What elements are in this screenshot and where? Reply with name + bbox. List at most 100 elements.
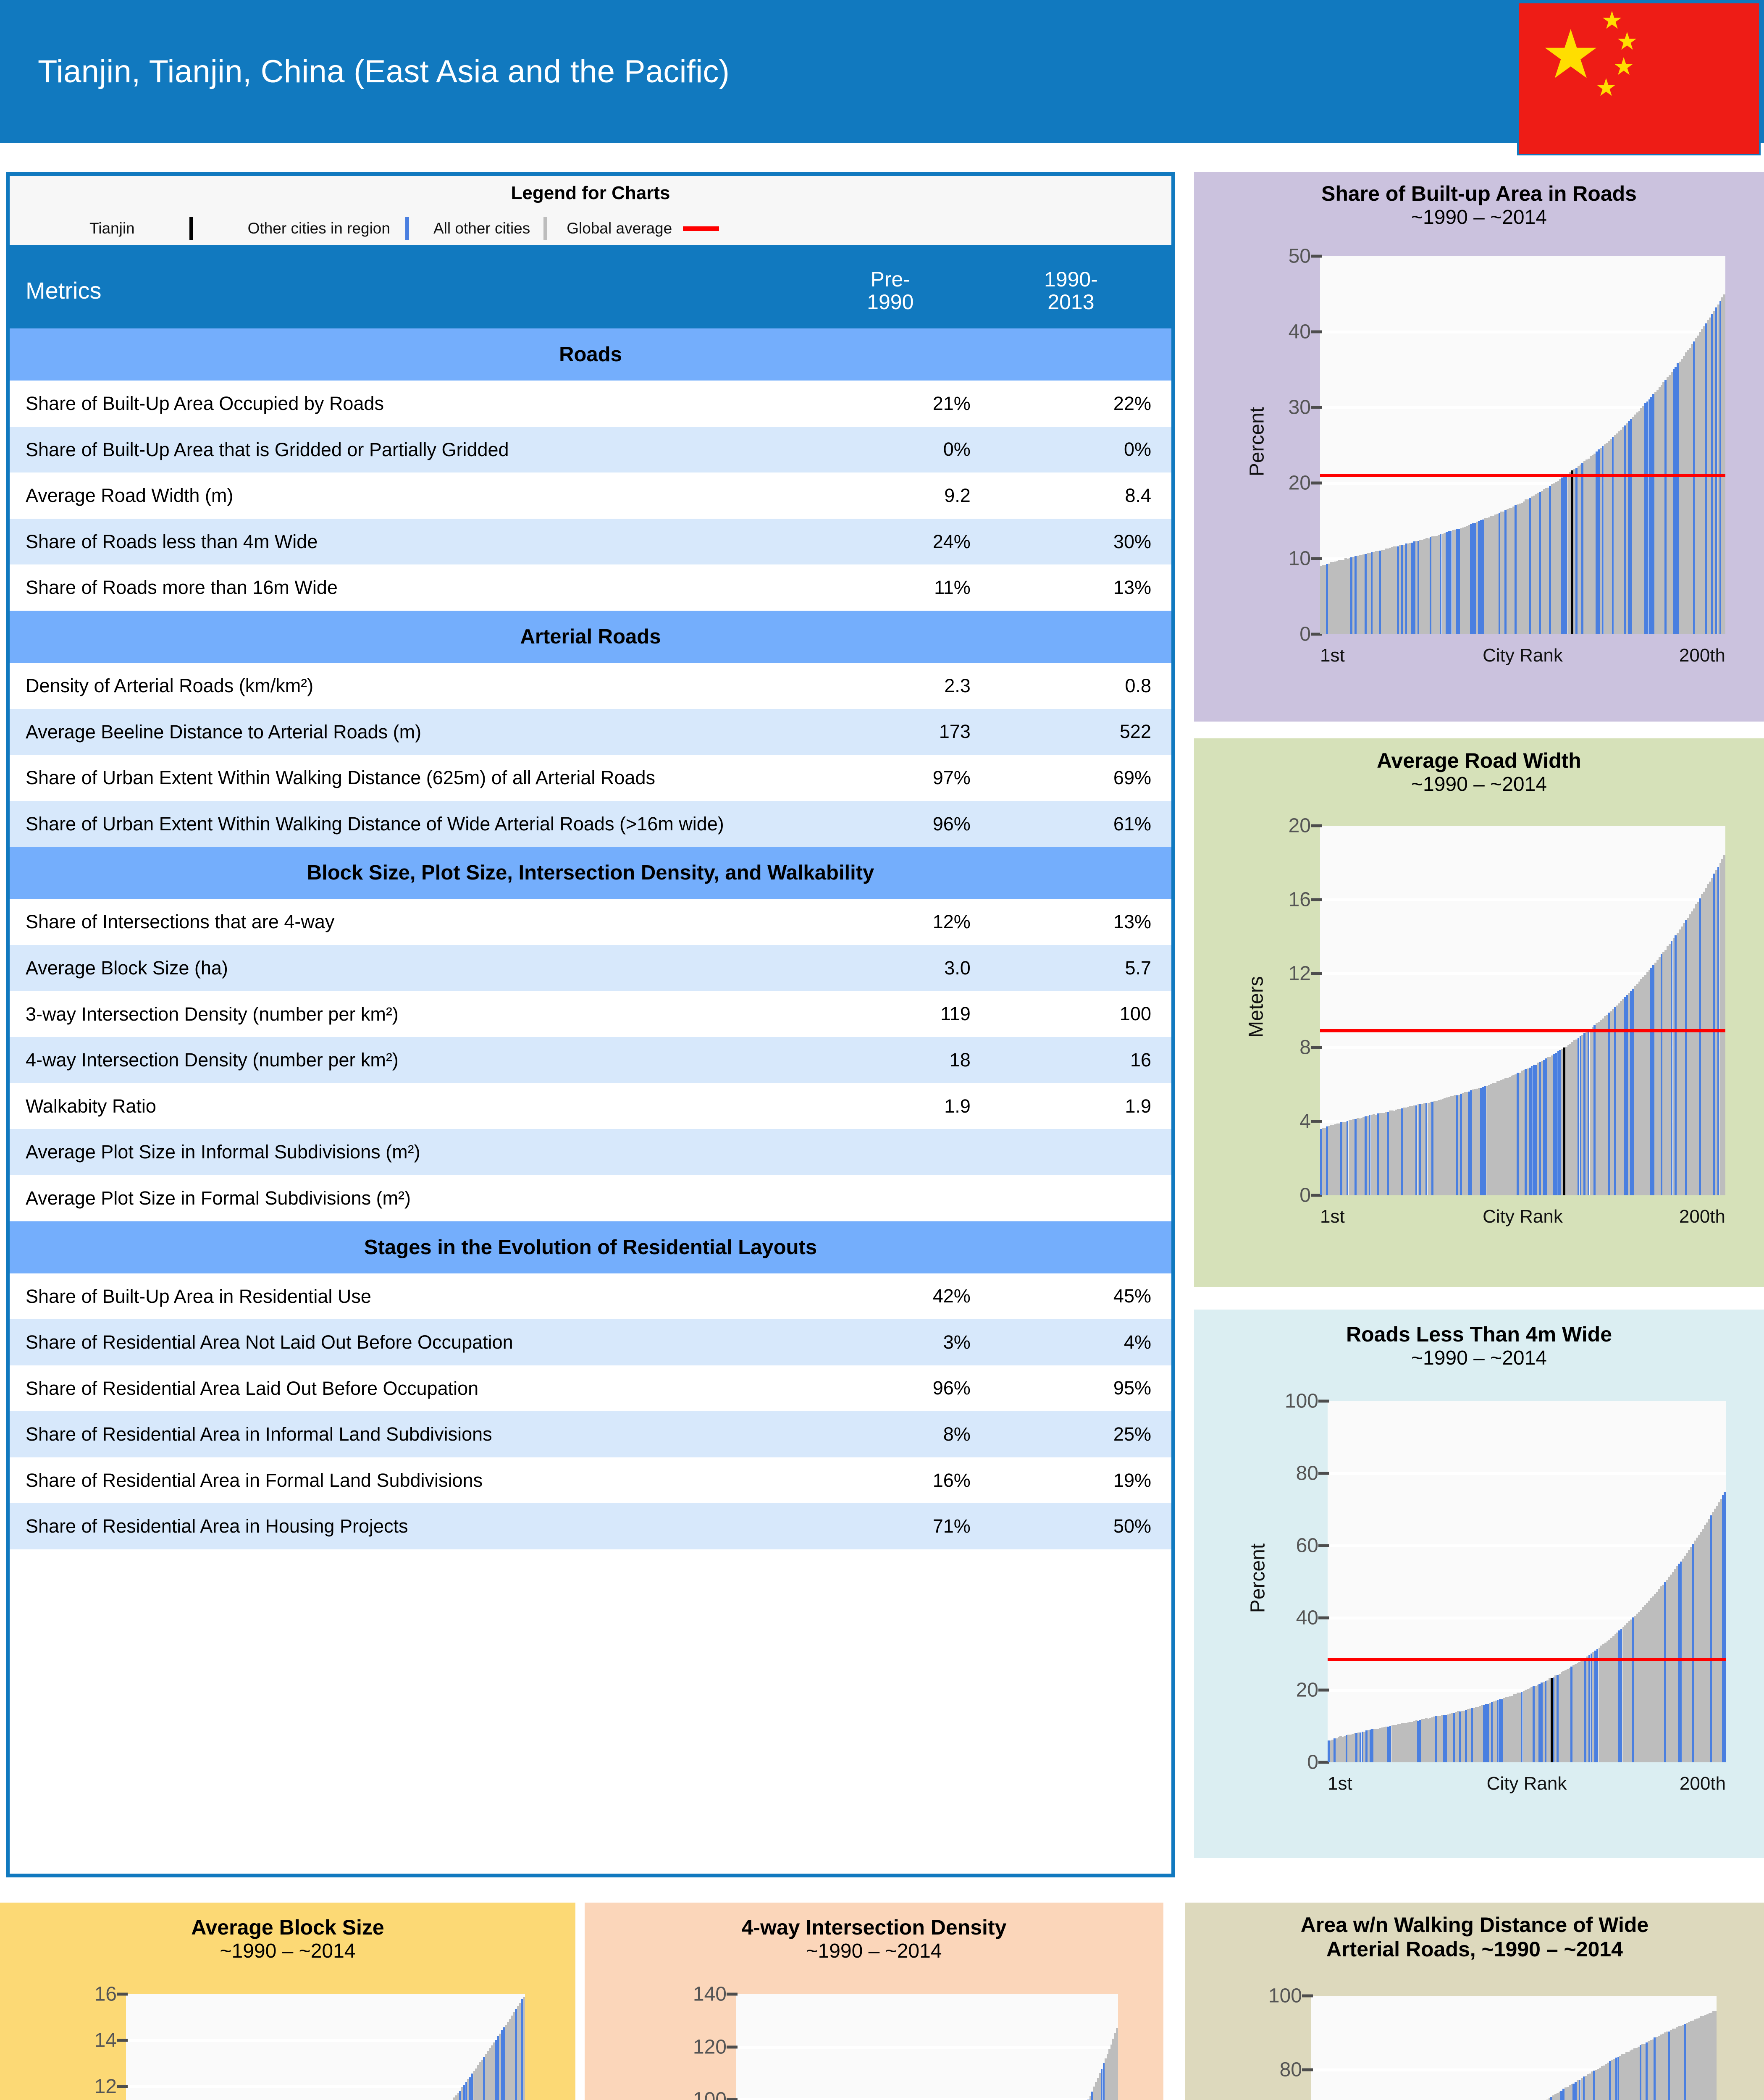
chart-bar <box>1583 1032 1586 1195</box>
chart-bar <box>1533 496 1536 634</box>
chart-bar <box>1332 562 1335 634</box>
chart-bar <box>1330 1125 1333 1195</box>
chart-subtitle-text: ~1990 – ~2014 <box>1411 773 1547 795</box>
chart-y-tick-label: 0 <box>1307 1751 1318 1774</box>
chart-bar <box>1373 1114 1376 1195</box>
chart-bar <box>1705 888 1708 1195</box>
chart-bar <box>1415 541 1418 634</box>
chart-bar <box>1462 1093 1465 1195</box>
chart-bar <box>1583 461 1586 634</box>
chart-y-tick-mark <box>1318 1688 1329 1692</box>
chart-bar <box>1693 341 1695 634</box>
chart-y-tick-label: 30 <box>1288 396 1311 419</box>
chart-bar <box>1449 530 1452 634</box>
chart-gridline <box>1328 1544 1726 1547</box>
row-value-1990-2013: 8.4 <box>990 472 1171 519</box>
chart-plot-area <box>1311 1996 1717 2100</box>
chart-bar <box>1375 1728 1378 1762</box>
legend-item-global-average: Global average <box>567 220 719 237</box>
table-row: Walkabity Ratio 1.9 1.9 <box>10 1083 1171 1129</box>
chart-bar <box>1378 551 1381 634</box>
chart-bar <box>1620 430 1622 634</box>
section-title: Block Size, Plot Size, Intersection Dens… <box>10 847 1171 899</box>
chart-bar <box>1656 389 1659 634</box>
chart-bar <box>1654 2037 1656 2100</box>
chart-bar <box>511 2015 514 2100</box>
chart-bar <box>1403 1723 1406 1762</box>
chart-bar <box>1528 1068 1531 1195</box>
row-value-1990-2013: 45% <box>990 1273 1171 1320</box>
legend-swatch-black-bar <box>189 217 193 240</box>
chart-bar <box>1699 332 1701 634</box>
chart-bar <box>1611 2060 1614 2100</box>
chart-bar <box>1391 1110 1394 1195</box>
chart-bar <box>1477 1706 1480 1762</box>
chart-bar <box>479 2062 482 2100</box>
chart-title: Average Road Width <box>1194 748 1764 773</box>
row-value-1990-2013: 522 <box>990 709 1171 755</box>
chart-bar <box>1343 1736 1346 1762</box>
chart-bar <box>1451 1713 1454 1762</box>
chart-bar <box>1429 1718 1432 1762</box>
chart-bar <box>1714 1509 1717 1762</box>
chart-bar <box>489 2048 492 2100</box>
chart-bar <box>1694 1541 1696 1762</box>
chart-bar <box>1367 1730 1370 1762</box>
chart-bar <box>1555 481 1558 634</box>
chart-bar <box>1358 555 1361 634</box>
chart-bar <box>1373 552 1376 634</box>
chart-bar <box>1530 1066 1533 1195</box>
chart-bar <box>1391 547 1394 634</box>
chart-bar <box>1322 565 1325 634</box>
chart-bar <box>1583 2076 1585 2100</box>
chart-bar <box>1608 441 1610 634</box>
chart-bar <box>1676 1566 1679 1762</box>
chart-bar <box>1479 1706 1481 1762</box>
chart-bar <box>1701 329 1704 634</box>
chart-bar <box>1482 1087 1484 1195</box>
chart-bar <box>1439 534 1442 634</box>
row-value-1990-2013: 0% <box>990 426 1171 473</box>
chart-bar <box>1599 2067 1601 2100</box>
chart-bar <box>1474 1089 1477 1195</box>
chart-bar <box>1344 558 1347 634</box>
chart-bar <box>1345 1735 1348 1762</box>
chart-bar <box>1600 1645 1603 1762</box>
chart-y-tick-mark <box>1311 633 1322 636</box>
row-value-pre-1990: 96% <box>810 1365 991 1412</box>
chart-bar <box>1433 536 1436 634</box>
chart-bar <box>1546 1680 1549 1762</box>
chart-bar <box>1686 1553 1688 1762</box>
chart-bar <box>1447 531 1450 634</box>
chart-bar <box>1578 2079 1581 2100</box>
chart-bar <box>1628 1621 1631 1762</box>
chart-bar <box>1596 1023 1598 1195</box>
column-header-1990-2013-line2: 2013 <box>1047 290 1095 314</box>
table-row: Share of Residential Area Not Laid Out B… <box>10 1319 1171 1365</box>
chart-bar <box>1612 1009 1614 1195</box>
chart-y-tick-label: 14 <box>94 2029 117 2052</box>
chart-title: Roads Less Than 4m Wide <box>1194 1322 1764 1347</box>
chart-bar <box>1447 1714 1450 1762</box>
chart-bar <box>1596 452 1598 634</box>
chart-bar <box>1381 549 1383 634</box>
chart-bar <box>1365 1116 1367 1195</box>
chart-bar <box>1695 904 1698 1195</box>
chart-bar <box>1496 1081 1499 1195</box>
chart-bar <box>1606 1641 1609 1762</box>
chart-bar <box>1577 1037 1580 1195</box>
chart-bar <box>1609 1011 1612 1195</box>
chart-bar <box>1683 355 1685 634</box>
chart-y-tick-label: 16 <box>94 1983 117 2006</box>
table-row: Share of Built-Up Area Occupied by Roads… <box>10 381 1171 427</box>
chart-bar <box>1723 294 1725 634</box>
row-value-pre-1990: 11% <box>810 564 991 611</box>
chart-y-tick-label: 0 <box>1299 623 1311 646</box>
metrics-table: Metrics Pre- 1990 1990- 2013 Roads Share … <box>10 252 1171 1550</box>
chart-bar <box>1596 1648 1599 1762</box>
chart-bar <box>1520 1071 1523 1195</box>
chart-bar <box>1664 2032 1667 2100</box>
chart-bar <box>1413 1105 1416 1195</box>
chart-bar <box>1407 1722 1410 1762</box>
chart-bar <box>1466 1092 1469 1195</box>
